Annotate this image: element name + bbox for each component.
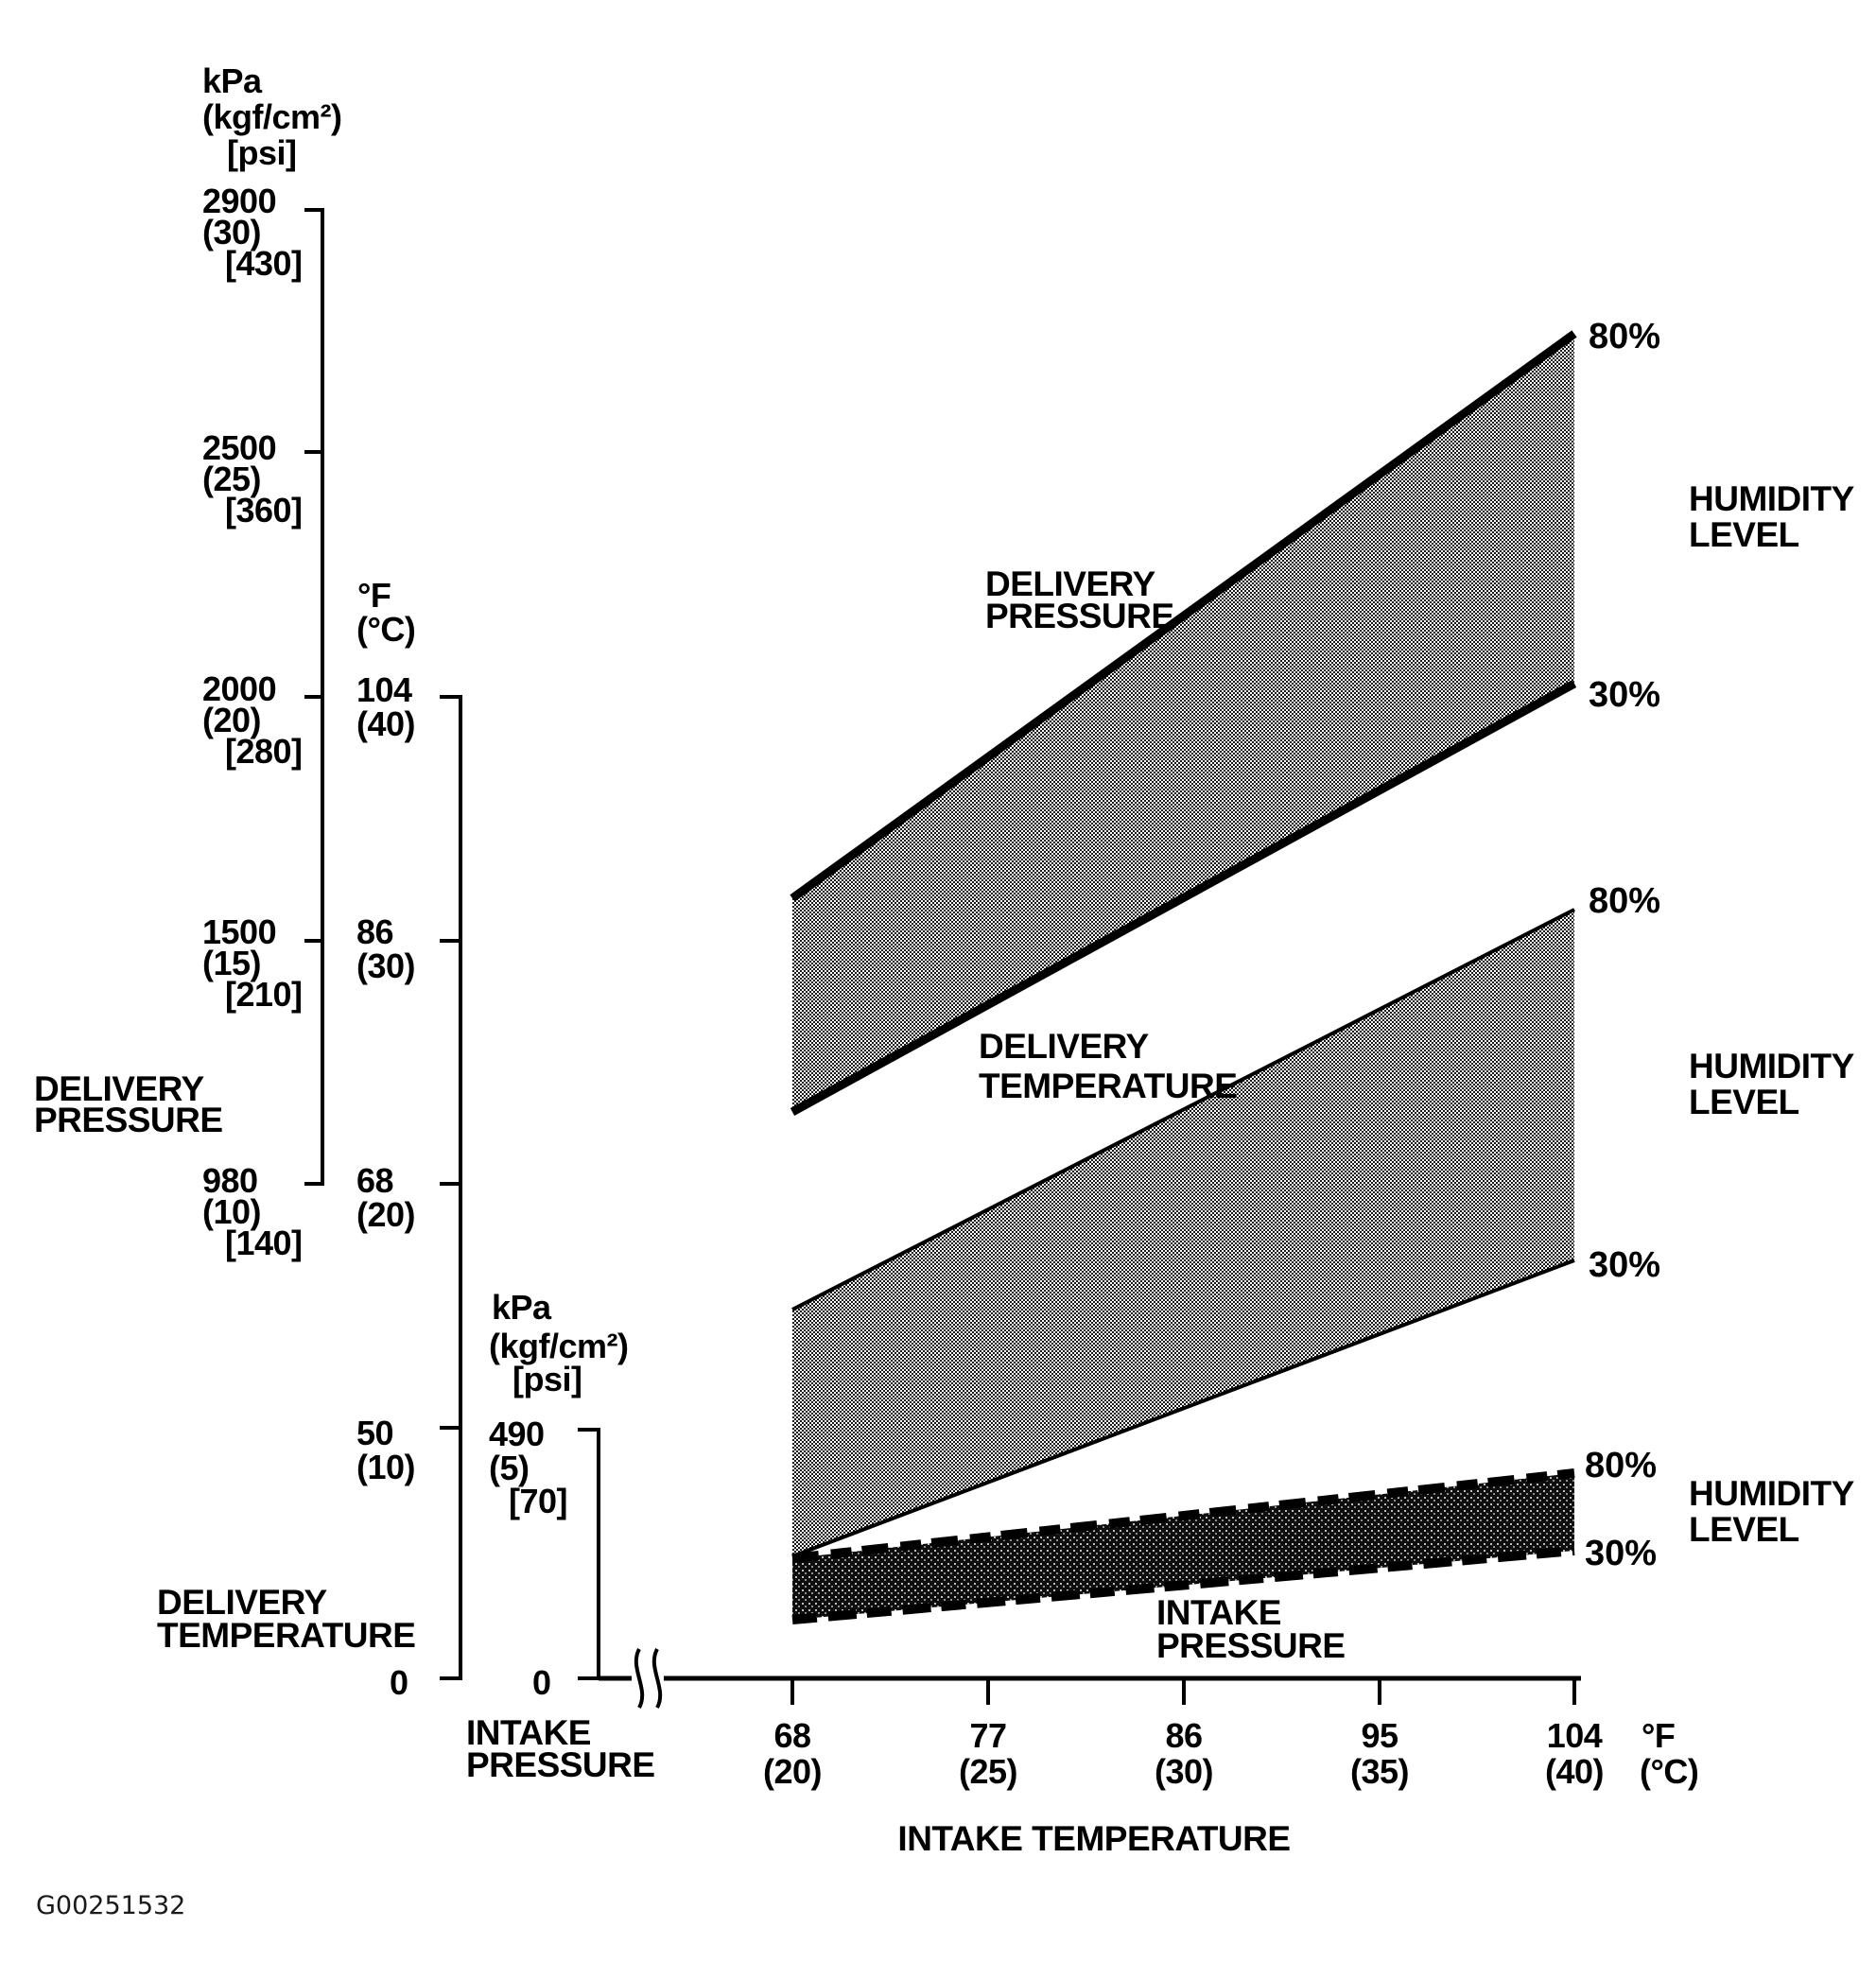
figure-id: G00251532 (36, 1891, 185, 1920)
ip-tick-490-psi: [70] (509, 1482, 567, 1520)
x-tick-95-c: (35) (1350, 1752, 1409, 1791)
dp-tick-2500-kpa: 2500 (202, 428, 276, 467)
dp-tick-2000-kgf: (20) (202, 701, 261, 739)
dp-tick-2500-kgf: (25) (202, 460, 261, 498)
band0-label-line2: PRESSURE (985, 597, 1174, 635)
dt-tick-86-f: 86 (356, 912, 393, 951)
dp-tick-2900-kpa: 2900 (202, 182, 276, 220)
dp-unit-kpa: kPa (202, 61, 263, 100)
band1-label-line1: DELIVERY (979, 1027, 1149, 1066)
band-delivery-pressure (790, 330, 1577, 1116)
band-delivery-pressure-80pct-line (790, 330, 1577, 902)
band-intake-pressure-30pct-line (791, 1546, 1575, 1624)
delivery-pressure-axis (304, 208, 324, 1186)
ip-title-line2: PRESSURE (466, 1745, 655, 1784)
band0-30pct-label: 30% (1589, 675, 1660, 715)
band1-80pct-label: 80% (1589, 881, 1660, 921)
delivery-temperature-axis-labels: °F (°C) 104 (40) 86 (30) 68 (20) 50 (10)… (157, 576, 416, 1702)
ip-title-line1: INTAKE (466, 1713, 591, 1752)
band2-label-line2: PRESSURE (1156, 1626, 1346, 1665)
band1-label-line2: TEMPERATURE (979, 1067, 1237, 1105)
band1-30pct-label: 30% (1589, 1245, 1660, 1285)
band-delivery-temperature-80pct-line (791, 908, 1575, 1311)
x-unit-c: (°C) (1640, 1752, 1698, 1791)
dt-tick-86-c: (30) (356, 946, 415, 985)
dt-unit-f: °F (357, 576, 391, 615)
band2-80pct-label: 80% (1585, 1446, 1657, 1485)
x-axis-break-icon (634, 1648, 663, 1709)
band-intake-pressure-area (792, 1473, 1574, 1620)
x-tick-104-c: (40) (1545, 1752, 1604, 1791)
dt-title-line2: TEMPERATURE (157, 1616, 415, 1655)
band1-legend-line1: HUMIDITY (1689, 1047, 1855, 1085)
ip-unit-kgf: (kgf/cm²) (489, 1327, 629, 1365)
dp-tick-2900-psi: [430] (225, 244, 303, 283)
x-axis-title: INTAKE TEMPERATURE (897, 1819, 1290, 1858)
band2-legend-line1: HUMIDITY (1689, 1474, 1855, 1513)
band-delivery-temperature-30pct-line (791, 1259, 1575, 1558)
intake-pressure-axis-labels: kPa (kgf/cm²) [psi] 490 (5) [70] 0 INTAK… (466, 1288, 655, 1784)
dp-tick-2900-kgf: (30) (202, 213, 261, 252)
ip-unit-kpa: kPa (492, 1288, 552, 1327)
dp-tick-980-kpa: 980 (202, 1161, 258, 1200)
band-intake-pressure-80pct-line (791, 1468, 1575, 1563)
x-tick-104-f: 104 (1547, 1716, 1603, 1755)
band2-30pct-label: 30% (1585, 1534, 1657, 1573)
dp-title-line2: PRESSURE (34, 1101, 223, 1139)
ip-tick-490-kpa: 490 (489, 1415, 545, 1453)
delivery-pressure-axis-labels: kPa (kgf/cm²) [psi] 2900 (30) [430] 2500… (34, 61, 342, 1262)
band-delivery-temperature-area (792, 910, 1574, 1556)
dp-unit-kgf: (kgf/cm²) (202, 97, 342, 136)
x-tick-68-c: (20) (763, 1752, 822, 1791)
dp-tick-2500-psi: [360] (225, 491, 303, 530)
dt-tick-zero: 0 (390, 1663, 408, 1702)
x-tick-86-f: 86 (1165, 1716, 1202, 1755)
band1-legend-line2: LEVEL (1689, 1083, 1799, 1121)
dp-tick-2000-kpa: 2000 (202, 669, 276, 708)
band-delivery-temperature (791, 908, 1575, 1558)
dp-tick-2000-psi: [280] (225, 732, 303, 771)
dp-tick-980-kgf: (10) (202, 1192, 261, 1231)
x-tick-86-c: (30) (1155, 1752, 1213, 1791)
band0-80pct-label: 80% (1589, 317, 1660, 356)
band-delivery-pressure-30pct-line (790, 680, 1577, 1116)
dp-unit-psi: [psi] (227, 133, 297, 172)
band0-label-line1: DELIVERY (985, 564, 1155, 603)
intake-temperature-axis-labels: 68 (20) 77 (25) 86 (30) 95 (35) 104 (40)… (763, 1716, 1699, 1858)
ip-tick-zero: 0 (532, 1663, 551, 1702)
x-tick-68-f: 68 (773, 1716, 810, 1755)
dt-title-line1: DELIVERY (157, 1583, 327, 1622)
dp-tick-1500-kgf: (15) (202, 944, 261, 982)
band-delivery-pressure-area (792, 334, 1574, 1112)
x-tick-95-f: 95 (1361, 1716, 1398, 1755)
humidity-annotations: 80% 30% HUMIDITY LEVEL 80% 30% HUMIDITY … (1585, 317, 1855, 1573)
x-axis-ticks (790, 1680, 1576, 1705)
ip-unit-psi: [psi] (512, 1360, 582, 1398)
dp-tick-980-psi: [140] (225, 1224, 303, 1262)
dt-tick-104-f: 104 (356, 670, 412, 709)
delivery-temperature-axis (440, 695, 462, 1680)
band2-legend-line2: LEVEL (1689, 1510, 1799, 1549)
x-unit-f: °F (1642, 1716, 1675, 1755)
dt-tick-50-f: 50 (356, 1414, 393, 1452)
band2-label-line1: INTAKE (1156, 1593, 1281, 1632)
dp-title-line1: DELIVERY (34, 1069, 204, 1108)
dt-tick-68-c: (20) (356, 1195, 415, 1234)
dt-unit-c: (°C) (356, 610, 415, 649)
band-intake-pressure (791, 1468, 1575, 1624)
band-labels: DELIVERY PRESSURE DELIVERY TEMPERATURE I… (979, 564, 1346, 1665)
dt-tick-104-c: (40) (356, 704, 415, 743)
x-tick-77-f: 77 (969, 1716, 1006, 1755)
dp-tick-1500-psi: [210] (225, 975, 303, 1014)
ip-tick-490-kgf: (5) (489, 1449, 530, 1487)
intake-pressure-axis (578, 1428, 600, 1680)
dt-tick-50-c: (10) (356, 1448, 415, 1486)
dp-tick-1500-kpa: 1500 (202, 912, 276, 951)
dt-tick-68-f: 68 (356, 1161, 393, 1200)
band0-legend-line1: HUMIDITY (1689, 479, 1855, 518)
band0-legend-line2: LEVEL (1689, 515, 1799, 554)
x-tick-77-c: (25) (959, 1752, 1017, 1791)
